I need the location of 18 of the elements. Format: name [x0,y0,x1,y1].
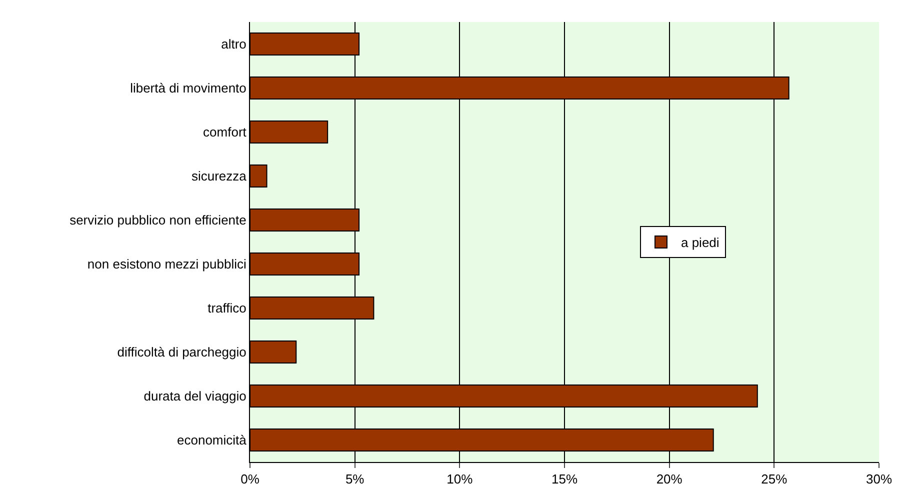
y-tick-label: non esistono mezzi pubblici [87,256,247,272]
x-tick-label: 15% [551,472,578,487]
x-tick-label: 30% [866,472,892,487]
x-tick-label: 5% [345,472,365,487]
y-tick-label: comfort [203,124,247,140]
y-tick-label: durata del viaggio [144,388,246,404]
x-tick-label: 10% [446,472,474,487]
y-tick-label: servizio pubblico non efficiente [70,212,246,228]
x-tick-label: 0% [240,472,260,487]
y-tick-label: difficoltà di parcheggio [117,344,246,360]
y-tick-label: libertà di movimento [130,80,246,96]
x-tick-label: 25% [761,472,788,487]
y-tick-label: altro [221,36,246,52]
x-tick-label: 20% [656,472,683,487]
y-tick-label: traffico [208,300,246,316]
y-tick-label: economicità [177,432,248,448]
legend-label: a piedi [680,235,720,250]
y-tick-label: sicurezza [191,168,248,184]
